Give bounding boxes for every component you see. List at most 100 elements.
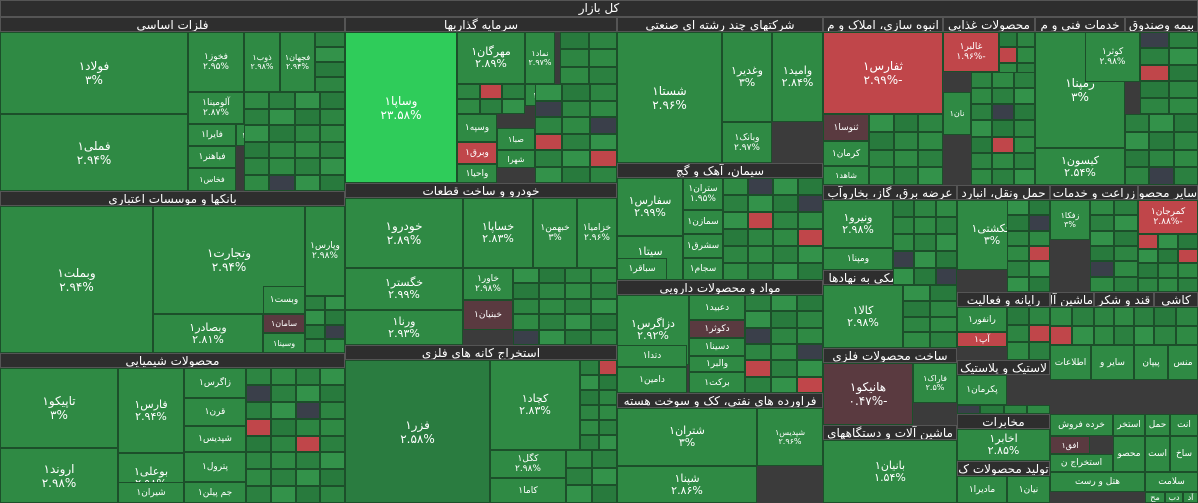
stock-tile[interactable]: پکرمان۱ [957,375,1007,405]
minor-stock-tile[interactable] [566,485,592,503]
minor-stock-tile[interactable] [244,92,270,109]
minor-stock-tile[interactable] [598,435,617,450]
minor-stock-tile[interactable] [535,166,563,183]
minor-stock-tile[interactable] [771,344,797,361]
minor-stock-tile[interactable] [1138,263,1158,278]
sector-header[interactable]: ساخت محصولات فلزی [823,348,957,363]
minor-stock-tile[interactable] [246,486,271,503]
minor-stock-tile[interactable] [723,212,748,229]
stock-tile[interactable]: بانیان۱ ۱.۵۴% [823,440,957,503]
minor-stock-tile[interactable] [930,285,957,301]
minor-stock-tile[interactable] [591,283,617,299]
stock-tile[interactable]: اخابر۱ ۲.۸۵% [957,429,1050,461]
minor-stock-tile[interactable] [589,117,617,134]
minor-stock-tile[interactable] [294,174,320,191]
sector-header[interactable]: سیمان، آهک و گچ [617,163,823,178]
minor-stock-tile[interactable] [918,131,943,150]
minor-stock-tile[interactable] [1007,307,1029,325]
stock-tile[interactable]: غالبر۱ -۱.۹۶% [943,32,999,72]
minor-stock-tile[interactable] [246,384,271,402]
minor-stock-tile[interactable] [1007,342,1029,360]
stock-tile[interactable]: وبملت۱ ۲.۹۴% [0,206,153,353]
minor-stock-tile[interactable] [539,314,565,330]
minor-stock-tile[interactable] [1007,200,1029,216]
minor-stock-tile[interactable] [319,92,345,109]
stock-tile[interactable]: رانفور۱ [957,307,1007,332]
stock-tile[interactable]: منس [1168,345,1198,380]
stock-tile[interactable]: دتدا۱ [617,345,687,367]
minor-stock-tile[interactable] [893,251,915,268]
sector-header[interactable]: حمل ونقل، انبارد [957,185,1050,200]
stock-tile[interactable]: کوثر۱ ۲.۹۸% [1085,32,1140,82]
stock-tile[interactable]: برکت۱ [689,372,745,393]
stock-tile[interactable]: مادیرا۱ [957,476,1007,503]
minor-stock-tile[interactable] [1178,234,1198,249]
stock-tile[interactable]: سفارس۱ ۲.۹۹% [617,178,683,236]
minor-stock-tile[interactable] [244,108,270,125]
minor-stock-tile[interactable] [992,168,1014,185]
minor-stock-tile[interactable] [748,263,773,280]
stock-tile[interactable]: قرن۱ [184,398,246,426]
minor-stock-tile[interactable] [562,166,590,183]
stock-tile[interactable]: ثنوسا۱ [823,114,869,141]
minor-stock-tile[interactable] [1158,263,1178,278]
sector-header[interactable]: بیمه وصندوق [1125,17,1198,32]
minor-stock-tile[interactable] [562,117,590,134]
minor-stock-tile[interactable] [315,62,345,77]
sector-header[interactable]: سایر محصو [1138,185,1198,200]
minor-stock-tile[interactable] [797,360,823,377]
stock-tile[interactable]: کچاد۱ ۲.۸۳% [490,360,580,450]
minor-stock-tile[interactable] [773,178,798,195]
minor-stock-tile[interactable] [893,234,915,251]
minor-stock-tile[interactable] [479,84,503,99]
minor-stock-tile[interactable] [295,384,321,402]
minor-stock-tile[interactable] [1072,307,1094,326]
stock-tile[interactable]: هانیکو۱ -۰.۴۷% [823,363,913,425]
minor-stock-tile[interactable] [1169,97,1198,114]
minor-stock-tile[interactable] [320,486,345,503]
sector-header[interactable]: استخراج کانه های فلزی [345,345,617,360]
stock-tile[interactable]: وبست۱ [263,286,305,314]
stock-tile[interactable]: کمرجان۱ -۲.۸۸% [1138,200,1198,234]
minor-stock-tile[interactable] [999,32,1017,48]
minor-stock-tile[interactable] [535,100,563,117]
minor-stock-tile[interactable] [319,125,345,142]
minor-stock-tile[interactable] [999,47,1017,63]
minor-stock-tile[interactable] [930,300,957,317]
minor-stock-tile[interactable] [1114,230,1138,246]
stock-tile[interactable]: سایر و [1091,345,1134,380]
minor-stock-tile[interactable] [935,268,957,285]
stock-tile[interactable]: فجهان۱ ۲.۹۴% [280,32,315,92]
minor-stock-tile[interactable] [1090,200,1114,216]
minor-stock-tile[interactable] [914,234,936,251]
stock-tile[interactable]: نیان۱ [1007,476,1050,503]
stock-tile[interactable]: هتل و رست [1050,472,1145,492]
stock-tile[interactable]: انت [1170,414,1198,436]
minor-stock-tile[interactable] [295,418,321,436]
stock-tile[interactable]: وغدیر۱ ۳% [722,32,772,122]
minor-stock-tile[interactable] [1125,114,1150,132]
stock-tile[interactable]: سامان۱ [263,314,305,333]
minor-stock-tile[interactable] [539,268,565,284]
minor-stock-tile[interactable] [320,368,345,385]
minor-stock-tile[interactable] [1013,88,1035,105]
minor-stock-tile[interactable] [562,84,590,101]
minor-stock-tile[interactable] [320,435,345,453]
minor-stock-tile[interactable] [320,418,345,436]
minor-stock-tile[interactable] [1007,215,1029,231]
minor-stock-tile[interactable] [1140,48,1169,65]
minor-stock-tile[interactable] [246,435,271,453]
minor-stock-tile[interactable] [903,300,930,317]
minor-stock-tile[interactable] [1028,230,1050,246]
minor-stock-tile[interactable] [1007,246,1029,262]
minor-stock-tile[interactable] [513,329,539,345]
minor-stock-tile[interactable] [1154,307,1176,326]
minor-stock-tile[interactable] [1169,32,1198,49]
stock-tile[interactable]: کرمان۱ [823,141,869,166]
minor-stock-tile[interactable] [1140,97,1169,114]
minor-stock-tile[interactable] [745,360,771,377]
stock-tile[interactable]: سمازن۱ [683,210,723,234]
minor-stock-tile[interactable] [1149,114,1174,132]
minor-stock-tile[interactable] [319,158,345,175]
minor-stock-tile[interactable] [588,32,617,50]
